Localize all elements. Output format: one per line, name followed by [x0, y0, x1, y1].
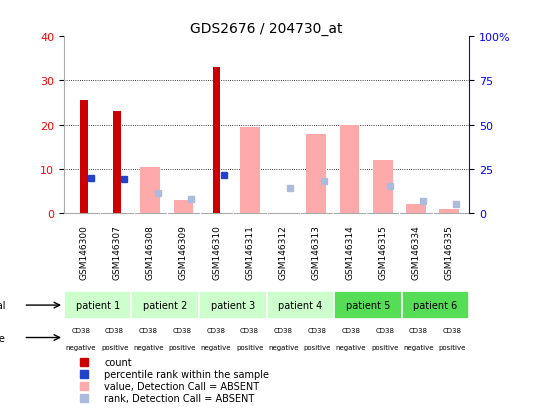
Text: CD38: CD38 — [375, 327, 394, 333]
Text: patient 6: patient 6 — [413, 300, 457, 310]
Text: negative: negative — [200, 344, 231, 350]
Text: CD38: CD38 — [274, 327, 293, 333]
Text: count: count — [104, 357, 132, 367]
Text: patient 2: patient 2 — [143, 300, 188, 310]
FancyBboxPatch shape — [199, 291, 266, 319]
Text: value, Detection Call = ABSENT: value, Detection Call = ABSENT — [104, 381, 260, 391]
Text: negative: negative — [403, 344, 434, 350]
Text: GSM146310: GSM146310 — [212, 224, 221, 279]
FancyBboxPatch shape — [132, 291, 199, 319]
Text: individual: individual — [0, 300, 5, 310]
Bar — [439, 209, 459, 214]
Text: positive: positive — [168, 344, 196, 350]
Text: positive: positive — [303, 344, 331, 350]
Text: GSM146334: GSM146334 — [411, 225, 421, 279]
Bar — [213, 68, 221, 214]
Text: CD38: CD38 — [71, 327, 90, 333]
FancyBboxPatch shape — [266, 291, 334, 319]
FancyBboxPatch shape — [334, 291, 401, 319]
Title: GDS2676 / 204730_at: GDS2676 / 204730_at — [190, 22, 343, 36]
Text: negative: negative — [133, 344, 164, 350]
Text: positive: positive — [439, 344, 466, 350]
Text: GSM146315: GSM146315 — [378, 224, 387, 279]
Text: negative: negative — [336, 344, 366, 350]
Bar — [406, 205, 426, 214]
Bar — [114, 112, 121, 214]
FancyBboxPatch shape — [64, 291, 132, 319]
Bar — [174, 200, 193, 214]
Text: GSM146307: GSM146307 — [112, 224, 122, 279]
Text: CD38: CD38 — [206, 327, 225, 333]
Text: patient 5: patient 5 — [345, 300, 390, 310]
Text: positive: positive — [101, 344, 128, 350]
Text: GSM146313: GSM146313 — [312, 224, 321, 279]
Bar — [80, 101, 87, 214]
Text: positive: positive — [236, 344, 263, 350]
Bar — [306, 134, 326, 214]
Text: CD38: CD38 — [173, 327, 191, 333]
Bar — [240, 128, 260, 214]
Text: GSM146314: GSM146314 — [345, 225, 354, 279]
Text: CD38: CD38 — [139, 327, 158, 333]
Text: rank, Detection Call = ABSENT: rank, Detection Call = ABSENT — [104, 393, 255, 403]
Text: percentile rank within the sample: percentile rank within the sample — [104, 369, 270, 379]
Text: patient 1: patient 1 — [76, 300, 120, 310]
Bar — [140, 167, 160, 214]
Text: GSM146300: GSM146300 — [79, 224, 88, 279]
Text: GSM146311: GSM146311 — [245, 224, 254, 279]
Text: CD38: CD38 — [105, 327, 124, 333]
Text: CD38: CD38 — [240, 327, 259, 333]
Text: positive: positive — [371, 344, 398, 350]
Text: CD38: CD38 — [409, 327, 428, 333]
Text: cell type: cell type — [0, 333, 5, 343]
Text: CD38: CD38 — [308, 327, 327, 333]
Text: GSM146309: GSM146309 — [179, 224, 188, 279]
Text: GSM146335: GSM146335 — [445, 224, 454, 279]
Text: patient 3: patient 3 — [211, 300, 255, 310]
Bar — [373, 161, 393, 214]
Bar — [340, 126, 359, 214]
Text: CD38: CD38 — [443, 327, 462, 333]
Text: GSM146308: GSM146308 — [146, 224, 155, 279]
Text: GSM146312: GSM146312 — [279, 225, 288, 279]
Text: negative: negative — [268, 344, 298, 350]
FancyBboxPatch shape — [401, 291, 469, 319]
Text: patient 4: patient 4 — [278, 300, 322, 310]
Text: negative: negative — [66, 344, 96, 350]
Text: CD38: CD38 — [342, 327, 360, 333]
